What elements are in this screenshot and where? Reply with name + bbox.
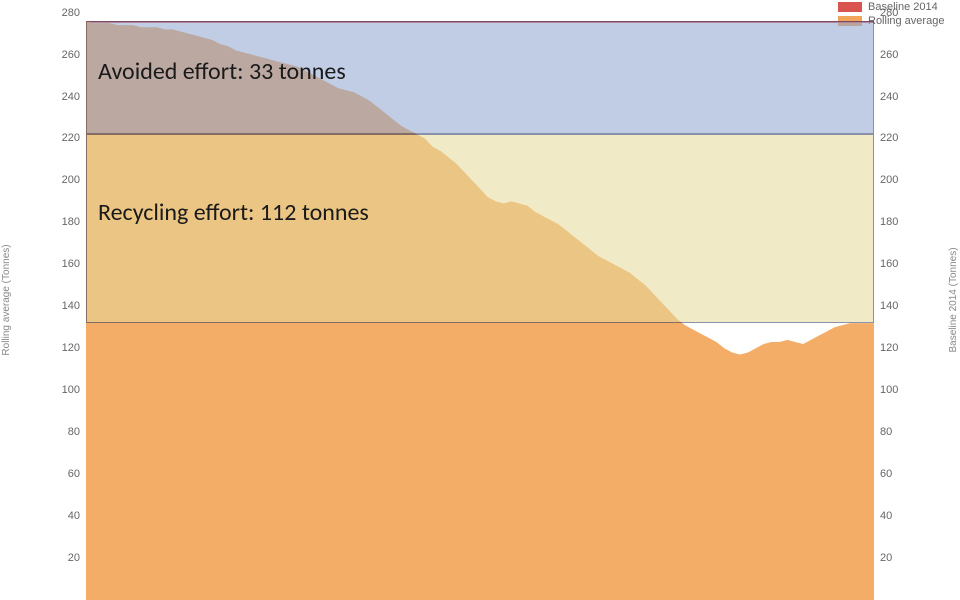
avoided-effort-label: Avoided effort: 33 tonnes <box>98 57 346 86</box>
y-tick-right: 100 <box>880 384 910 396</box>
y-axis-label-right: Baseline 2014 (Tonnes) <box>948 247 959 352</box>
y-tick-left: 40 <box>56 510 80 522</box>
y-tick-left: 260 <box>56 49 80 61</box>
y-tick-right: 80 <box>880 426 910 438</box>
y-tick-right: 60 <box>880 468 910 480</box>
y-tick-right: 160 <box>880 258 910 270</box>
y-tick-left: 80 <box>56 426 80 438</box>
y-tick-left: 240 <box>56 91 80 103</box>
y-tick-left: 160 <box>56 258 80 270</box>
y-tick-left: 200 <box>56 174 80 186</box>
y-tick-left: 220 <box>56 132 80 144</box>
plot-area: Avoided effort: 33 tonnes Recycling effo… <box>86 0 874 600</box>
y-tick-right: 240 <box>880 91 910 103</box>
effort-area-chart: Rolling average (Tonnes) Baseline 2014 (… <box>0 0 960 600</box>
y-tick-right: 280 <box>880 7 910 19</box>
y-tick-right: 200 <box>880 174 910 186</box>
recycling-effort-box <box>86 134 874 323</box>
y-tick-left: 120 <box>56 342 80 354</box>
y-tick-right: 40 <box>880 510 910 522</box>
y-tick-left: 60 <box>56 468 80 480</box>
y-tick-left: 100 <box>56 384 80 396</box>
recycling-effort-label: Recycling effort: 112 tonnes <box>98 198 369 227</box>
y-tick-right: 260 <box>880 49 910 61</box>
y-tick-right: 220 <box>880 132 910 144</box>
y-tick-left: 180 <box>56 216 80 228</box>
y-tick-right: 180 <box>880 216 910 228</box>
y-tick-right: 20 <box>880 552 910 564</box>
y-tick-right: 140 <box>880 300 910 312</box>
y-tick-left: 20 <box>56 552 80 564</box>
y-tick-right: 120 <box>880 342 910 354</box>
y-tick-left: 140 <box>56 300 80 312</box>
y-axis-label-left: Rolling average (Tonnes) <box>1 244 12 355</box>
y-tick-left: 280 <box>56 7 80 19</box>
